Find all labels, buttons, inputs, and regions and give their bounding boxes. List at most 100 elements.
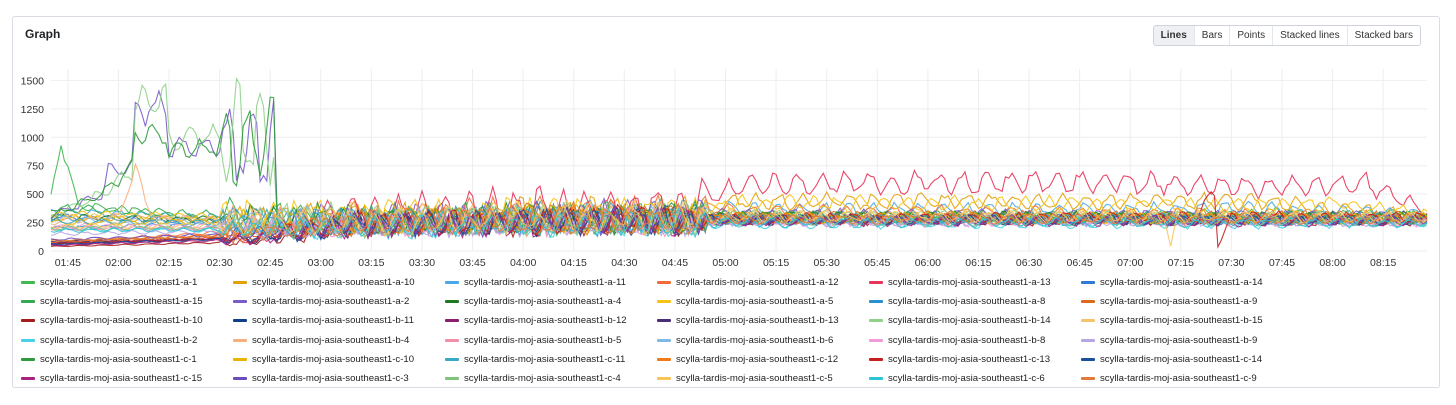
x-tick-label: 02:45 (257, 257, 283, 269)
legend-item[interactable]: scylla-tardis-moj-asia-southeast1-b-11 (233, 311, 441, 330)
legend-item[interactable]: scylla-tardis-moj-asia-southeast1-a-13 (869, 273, 1077, 292)
x-tick-label: 06:00 (915, 257, 941, 269)
legend-item[interactable]: scylla-tardis-moj-asia-southeast1-a-15 (21, 292, 229, 311)
y-tick-label: 250 (26, 218, 44, 230)
legend-label: scylla-tardis-moj-asia-southeast1-a-4 (464, 296, 622, 308)
legend-label: scylla-tardis-moj-asia-southeast1-b-9 (1100, 334, 1258, 346)
legend-label: scylla-tardis-moj-asia-southeast1-c-10 (252, 353, 415, 365)
tab-stacked-bars[interactable]: Stacked bars (1346, 26, 1420, 45)
legend-item[interactable]: scylla-tardis-moj-asia-southeast1-c-5 (657, 369, 865, 388)
tab-bars[interactable]: Bars (1193, 26, 1230, 45)
x-tick-label: 01:45 (55, 257, 81, 269)
legend-swatch (1081, 357, 1095, 361)
legend-swatch (869, 357, 883, 361)
legend-item[interactable]: scylla-tardis-moj-asia-southeast1-b-10 (21, 311, 229, 330)
legend-item[interactable]: scylla-tardis-moj-asia-southeast1-b-12 (445, 311, 653, 330)
legend-item[interactable]: scylla-tardis-moj-asia-southeast1-c-1 (21, 350, 229, 369)
x-tick-label: 05:45 (864, 257, 890, 269)
legend-item[interactable]: scylla-tardis-moj-asia-southeast1-c-12 (657, 350, 865, 369)
panel-title: Graph (25, 27, 61, 41)
legend-swatch (233, 377, 247, 381)
legend-label: scylla-tardis-moj-asia-southeast1-c-6 (888, 373, 1045, 385)
legend-item[interactable]: scylla-tardis-moj-asia-southeast1-c-11 (445, 350, 653, 369)
legend-label: scylla-tardis-moj-asia-southeast1-a-8 (888, 296, 1046, 308)
y-tick-label: 1250 (21, 104, 45, 116)
legend-label: scylla-tardis-moj-asia-southeast1-b-15 (1100, 315, 1263, 327)
legend-swatch (657, 377, 671, 381)
legend-swatch (445, 377, 459, 381)
legend-item[interactable]: scylla-tardis-moj-asia-southeast1-a-11 (445, 273, 653, 292)
legend-item[interactable]: scylla-tardis-moj-asia-southeast1-b-6 (657, 331, 865, 350)
legend-label: scylla-tardis-moj-asia-southeast1-b-5 (464, 334, 622, 346)
legend-item[interactable]: scylla-tardis-moj-asia-southeast1-c-14 (1081, 350, 1289, 369)
legend-item[interactable]: scylla-tardis-moj-asia-southeast1-a-9 (1081, 292, 1289, 311)
series-line-scylla-tardis-moj-asia-southeast1-c-5 (50, 202, 1428, 247)
legend-label: scylla-tardis-moj-asia-southeast1-a-14 (1100, 277, 1263, 289)
legend-swatch (21, 300, 35, 304)
x-tick-label: 02:15 (156, 257, 182, 269)
series-line-scylla-tardis-moj-asia-southeast1-c-15 (51, 205, 1428, 247)
graph-panel: Graph Lines Bars Points Stacked lines St… (12, 16, 1440, 388)
x-tick-label: 04:15 (561, 257, 587, 269)
legend-swatch (445, 319, 459, 323)
legend-item[interactable]: scylla-tardis-moj-asia-southeast1-a-1 (21, 273, 229, 292)
legend-item[interactable]: scylla-tardis-moj-asia-southeast1-b-13 (657, 311, 865, 330)
legend-item[interactable]: scylla-tardis-moj-asia-southeast1-c-10 (233, 350, 441, 369)
legend-label: scylla-tardis-moj-asia-southeast1-b-14 (888, 315, 1051, 327)
legend-item[interactable]: scylla-tardis-moj-asia-southeast1-a-14 (1081, 273, 1289, 292)
legend-item[interactable]: scylla-tardis-moj-asia-southeast1-b-14 (869, 311, 1077, 330)
legend-swatch (869, 281, 883, 285)
series-line-scylla-tardis-moj-asia-southeast1-c-14 (50, 206, 1428, 246)
legend-item[interactable]: scylla-tardis-moj-asia-southeast1-a-10 (233, 273, 441, 292)
legend-item[interactable]: scylla-tardis-moj-asia-southeast1-b-5 (445, 331, 653, 350)
legend-item[interactable]: scylla-tardis-moj-asia-southeast1-c-13 (869, 350, 1077, 369)
legend-label: scylla-tardis-moj-asia-southeast1-b-11 (252, 315, 414, 327)
legend-swatch (445, 281, 459, 285)
legend-item[interactable]: scylla-tardis-moj-asia-southeast1-a-4 (445, 292, 653, 311)
legend-swatch (869, 319, 883, 323)
x-tick-label: 05:00 (712, 257, 738, 269)
legend-item[interactable]: scylla-tardis-moj-asia-southeast1-c-4 (445, 369, 653, 388)
legend-item[interactable]: scylla-tardis-moj-asia-southeast1-b-9 (1081, 331, 1289, 350)
x-tick-label: 08:15 (1370, 257, 1396, 269)
legend-item[interactable]: scylla-tardis-moj-asia-southeast1-a-5 (657, 292, 865, 311)
legend-item[interactable]: scylla-tardis-moj-asia-southeast1-b-4 (233, 331, 441, 350)
legend-swatch (657, 281, 671, 285)
legend-item[interactable]: scylla-tardis-moj-asia-southeast1-c-3 (233, 369, 441, 388)
series-line-scylla-tardis-moj-asia-southeast1-c-6 (50, 208, 1428, 241)
legend-swatch (233, 319, 247, 323)
legend-item[interactable]: scylla-tardis-moj-asia-southeast1-b-8 (869, 331, 1077, 350)
legend-label: scylla-tardis-moj-asia-southeast1-a-1 (40, 277, 198, 289)
legend-item[interactable]: scylla-tardis-moj-asia-southeast1-b-2 (21, 331, 229, 350)
legend-swatch (869, 377, 883, 381)
legend-item[interactable]: scylla-tardis-moj-asia-southeast1-b-15 (1081, 311, 1289, 330)
legend-swatch (21, 357, 35, 361)
legend-item[interactable]: scylla-tardis-moj-asia-southeast1-a-2 (233, 292, 441, 311)
x-tick-label: 04:00 (510, 257, 536, 269)
legend-swatch (1081, 281, 1095, 285)
x-tick-label: 05:15 (763, 257, 789, 269)
legend-item[interactable]: scylla-tardis-moj-asia-southeast1-c-15 (21, 369, 229, 388)
legend-item[interactable]: scylla-tardis-moj-asia-southeast1-c-9 (1081, 369, 1289, 388)
legend-item[interactable]: scylla-tardis-moj-asia-southeast1-a-12 (657, 273, 865, 292)
x-tick-label: 03:45 (459, 257, 485, 269)
legend-item[interactable]: scylla-tardis-moj-asia-southeast1-a-8 (869, 292, 1077, 311)
legend-label: scylla-tardis-moj-asia-southeast1-b-12 (464, 315, 627, 327)
legend-label: scylla-tardis-moj-asia-southeast1-c-15 (40, 373, 203, 385)
chart-legend: scylla-tardis-moj-asia-southeast1-a-1 scy… (21, 273, 1431, 388)
series-line-scylla-tardis-moj-asia-southeast1-c-9 (50, 202, 1428, 244)
x-tick-label: 03:15 (358, 257, 384, 269)
tab-stacked-lines[interactable]: Stacked lines (1272, 26, 1346, 45)
legend-swatch (657, 357, 671, 361)
tab-points[interactable]: Points (1229, 26, 1272, 45)
x-tick-label: 06:45 (1066, 257, 1092, 269)
legend-label: scylla-tardis-moj-asia-southeast1-c-3 (252, 373, 409, 385)
legend-swatch (233, 300, 247, 304)
legend-item[interactable]: scylla-tardis-moj-asia-southeast1-c-6 (869, 369, 1077, 388)
tab-lines[interactable]: Lines (1153, 26, 1194, 45)
legend-label: scylla-tardis-moj-asia-southeast1-c-9 (1100, 373, 1257, 385)
legend-swatch (21, 319, 35, 323)
y-tick-label: 1000 (21, 132, 45, 144)
x-tick-label: 03:00 (308, 257, 334, 269)
x-tick-label: 07:00 (1117, 257, 1143, 269)
